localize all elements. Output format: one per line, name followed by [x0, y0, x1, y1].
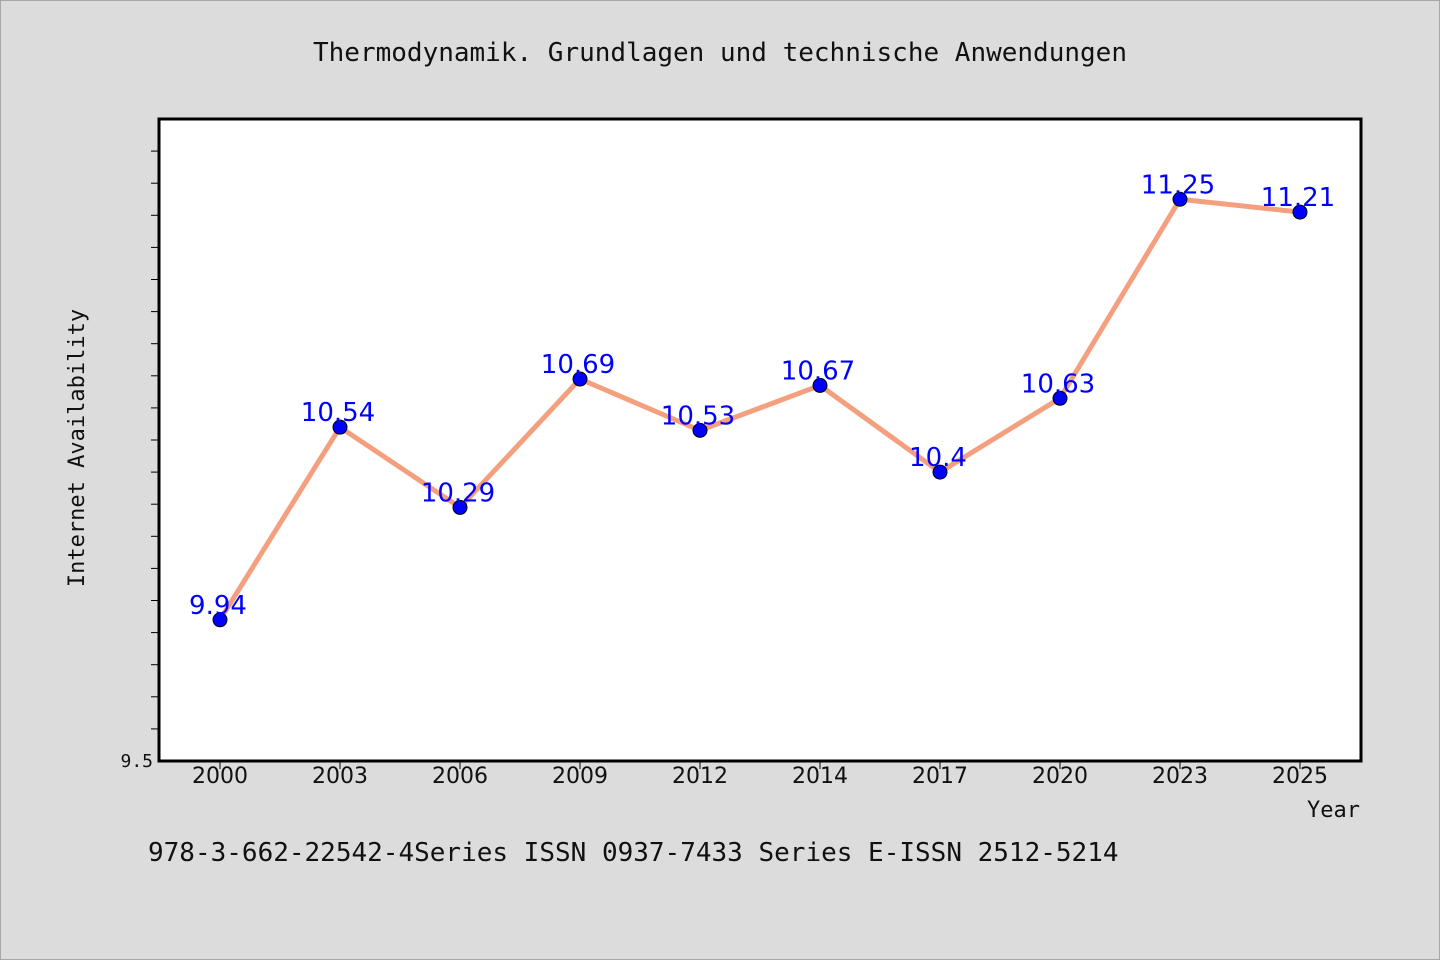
data-point[interactable]: [932, 464, 948, 480]
x-tick-label: 2025: [1272, 764, 1328, 789]
x-tick-label: 2006: [432, 764, 488, 789]
x-tick-label: 2003: [312, 764, 368, 789]
data-point[interactable]: [212, 612, 228, 628]
data-label: 10.4: [909, 443, 967, 473]
data-label: 9.94: [189, 591, 247, 621]
x-tick-label: 2009: [552, 764, 608, 789]
data-label: 10.29: [421, 478, 495, 508]
data-point[interactable]: [1292, 204, 1308, 220]
data-label: 11.21: [1261, 183, 1335, 213]
x-tick-label: 2014: [792, 764, 848, 789]
data-label: 11.25: [1141, 170, 1215, 200]
x-axis-label: Year: [1307, 798, 1360, 823]
data-point[interactable]: [452, 499, 468, 515]
data-point[interactable]: [572, 371, 588, 387]
y-axis-ticks: 9.5: [120, 150, 159, 772]
data-label: 10.54: [301, 398, 375, 428]
y-tick-label: 9.5: [120, 751, 153, 772]
x-tick-label: 2000: [192, 764, 248, 789]
x-tick-label: 2017: [912, 764, 968, 789]
data-point[interactable]: [812, 377, 828, 393]
data-label: 10.63: [1021, 369, 1095, 399]
x-tick-label: 2012: [672, 764, 728, 789]
data-point[interactable]: [1172, 191, 1188, 207]
data-point[interactable]: [692, 422, 708, 438]
isbn-footer: 978-3-662-22542-4Series ISSN 0937-7433 S…: [148, 838, 1119, 868]
series-group: 9.94 10.54 10.29 10.69 10.53 10.67 10.4 10.63 11…: [189, 170, 1335, 628]
data-label: 10.53: [661, 401, 735, 431]
data-label: 10.67: [781, 356, 855, 386]
chart-title: Thermodynamik. Grundlagen und technische…: [313, 38, 1127, 68]
plot-area: [157, 117, 1363, 763]
y-axis-label: Internet Availability: [65, 309, 90, 587]
data-point[interactable]: [1052, 390, 1068, 406]
x-tick-label: 2023: [1152, 764, 1208, 789]
x-axis-ticks: 2000 2003 2006 2009 2012 2014 2017 2020 2023 2025: [192, 761, 1328, 789]
x-tick-label: 2020: [1032, 764, 1088, 789]
series-line: [217, 196, 1303, 623]
data-label: 10.69: [541, 350, 615, 380]
data-point[interactable]: [332, 419, 348, 435]
